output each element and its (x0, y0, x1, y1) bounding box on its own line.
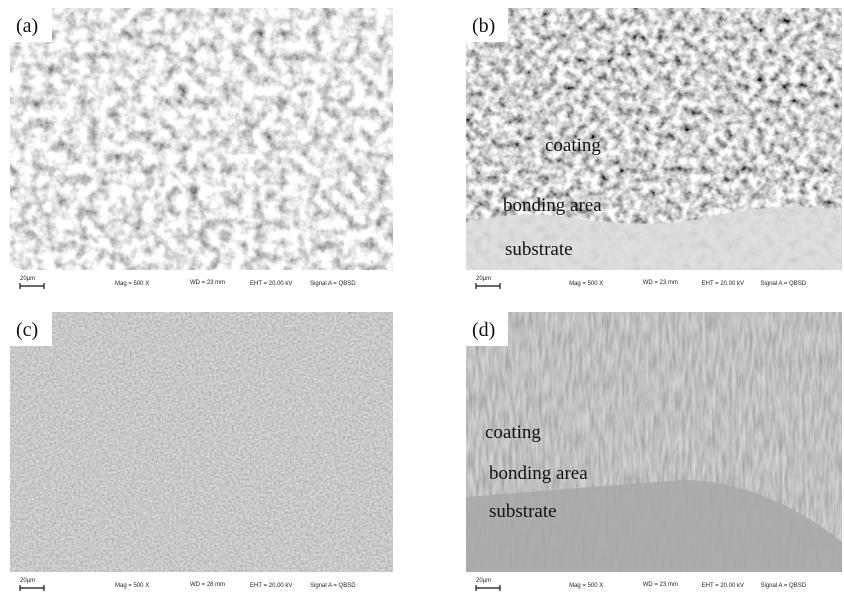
wd-text: WD = 23 mm (643, 582, 678, 588)
annotation: coating (545, 135, 601, 156)
annotation: coating (485, 422, 541, 443)
eht-text: EHT = 20.00 kV (702, 281, 744, 287)
mag-text: Mag = 500 X (569, 281, 603, 287)
wd-text: WD = 23 mm (190, 280, 225, 286)
eht-text: EHT = 20.00 kV (250, 583, 292, 589)
mag-text: Mag = 500 X (115, 583, 149, 589)
mag-text: Mag = 500 X (569, 583, 603, 589)
panel-label: (a) (16, 15, 38, 37)
wd-text: WD = 23 mm (643, 280, 678, 286)
wd-text: WD = 28 mm (190, 582, 225, 588)
panel-label: (d) (472, 319, 495, 341)
annotation: bonding area (503, 195, 602, 216)
panel-label: (b) (472, 15, 495, 37)
annotation: substrate (505, 239, 573, 260)
sem-panel: (c) 20μm Mag = 500 X WD = 28 mm EHT = 20.00 … (10, 312, 393, 598)
micrograph (10, 312, 393, 572)
micrograph (10, 8, 393, 270)
annotation: bonding area (489, 463, 588, 484)
panel-label: (c) (16, 319, 38, 341)
sem-panel: (b) coating bonding area substrate 20μm Mag =… (466, 8, 842, 296)
scale-text: 20μm (476, 276, 491, 282)
figure: (a) 20μm Mag = 500 X WD = 23 mm EHT = 20.00 … (0, 0, 844, 603)
signal-text: Signal A = QBSD (761, 281, 807, 287)
signal-text: Signal A = QBSD (310, 583, 356, 589)
scale-text: 20μm (20, 578, 35, 584)
signal-text: Signal A = QBSD (310, 281, 356, 287)
eht-text: EHT = 20.00 kV (250, 281, 292, 287)
eht-text: EHT = 20.00 kV (702, 583, 744, 589)
scale-text: 20μm (476, 578, 491, 584)
signal-text: Signal A = QBSD (761, 583, 807, 589)
scale-text: 20μm (20, 276, 35, 282)
annotation: substrate (489, 501, 557, 522)
mag-text: Mag = 500 X (115, 281, 149, 287)
sem-panel: (a) 20μm Mag = 500 X WD = 23 mm EHT = 20.00 … (10, 8, 393, 296)
sem-panel: (d) coating bonding area substrate 20μm Mag =… (466, 312, 842, 598)
